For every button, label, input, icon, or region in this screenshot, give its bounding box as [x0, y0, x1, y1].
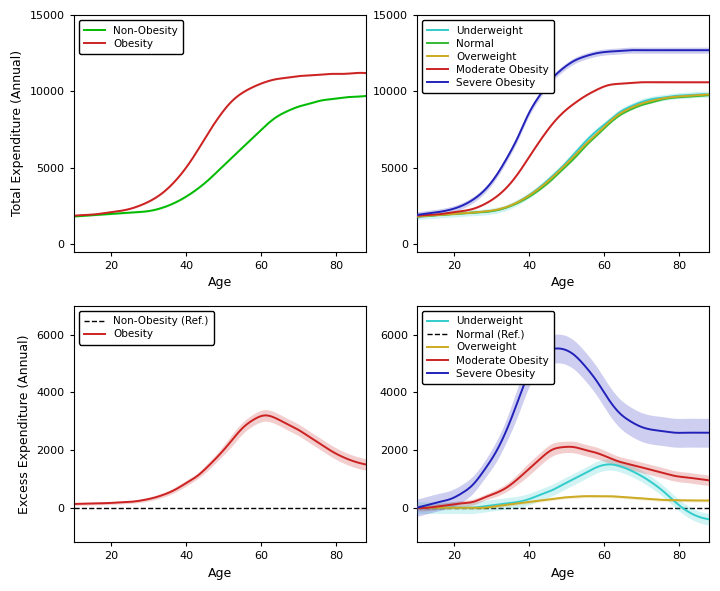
X-axis label: Age: Age — [551, 567, 575, 580]
Legend: Non-Obesity (Ref.), Obesity: Non-Obesity (Ref.), Obesity — [79, 311, 214, 345]
X-axis label: Age: Age — [551, 276, 575, 289]
Legend: Non-Obesity, Obesity: Non-Obesity, Obesity — [79, 20, 183, 54]
Y-axis label: Total Expenditure (Annual): Total Expenditure (Annual) — [11, 50, 24, 216]
Legend: Underweight, Normal (Ref.), Overweight, Moderate Obesity, Severe Obesity: Underweight, Normal (Ref.), Overweight, … — [422, 311, 554, 384]
X-axis label: Age: Age — [207, 567, 232, 580]
Y-axis label: Excess Expenditure (Annual): Excess Expenditure (Annual) — [18, 335, 31, 514]
Legend: Underweight, Normal, Overweight, Moderate Obesity, Severe Obesity: Underweight, Normal, Overweight, Moderat… — [422, 20, 554, 93]
X-axis label: Age: Age — [207, 276, 232, 289]
